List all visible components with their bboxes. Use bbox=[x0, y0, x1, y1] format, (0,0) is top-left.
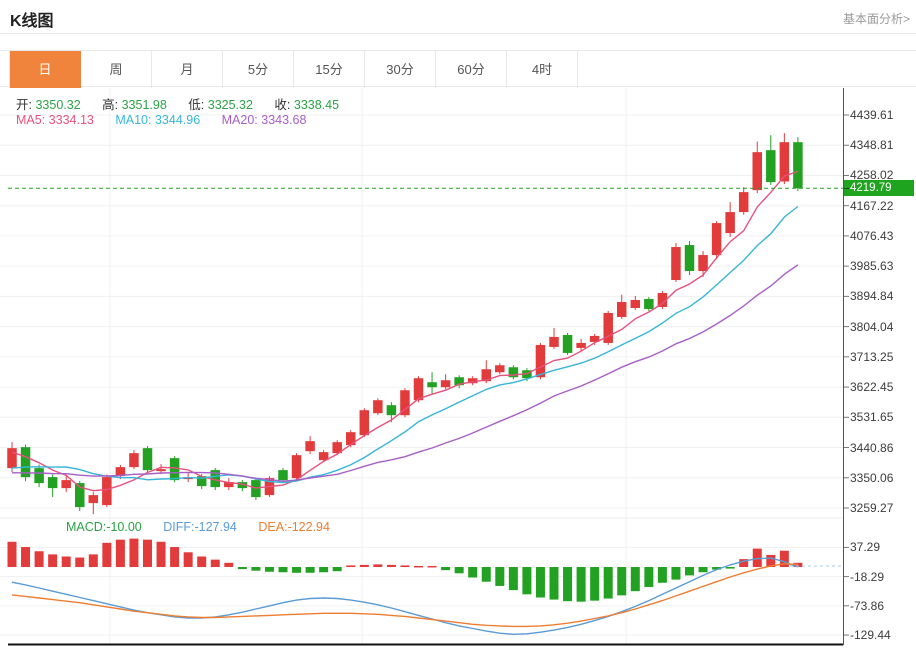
tab-interval-6[interactable]: 60分 bbox=[436, 51, 507, 88]
ma5-readout: MA5: 3334.13 bbox=[16, 113, 94, 127]
macd-axis-label: -73.86 bbox=[850, 598, 885, 613]
current-price-tag: 4219.79 bbox=[844, 180, 914, 197]
macd-value-readout: MACD:-10.00 bbox=[66, 520, 142, 534]
y-axis-label: 4439.61 bbox=[850, 108, 894, 122]
high-readout: 高: 3351.98 bbox=[102, 98, 167, 112]
macd-axis-label: -129.44 bbox=[850, 628, 891, 643]
tab-interval-2[interactable]: 月 bbox=[152, 51, 223, 88]
y-axis-label: 3804.04 bbox=[850, 319, 894, 334]
close-readout: 收: 3338.45 bbox=[274, 98, 340, 112]
ma10-readout: MA10: 3344.96 bbox=[115, 113, 201, 127]
ohlc-readout: 开: 3350.32 高: 3351.98 低: 3325.32 收: 3338… bbox=[16, 94, 357, 113]
tab-interval-0[interactable]: 日 bbox=[9, 51, 81, 88]
macd-axis-label: -18.29 bbox=[850, 569, 885, 584]
tab-interval-7[interactable]: 4时 bbox=[507, 51, 578, 88]
y-axis-label: 3531.65 bbox=[850, 410, 894, 425]
interval-tabbar: 日周月 5分 15分 30分 60分 4时 bbox=[0, 50, 916, 88]
widget-header: K线图 基本面分析> bbox=[0, 0, 916, 34]
macd-axis-label: 37.29 bbox=[850, 540, 881, 555]
y-axis-label: 3713.25 bbox=[850, 349, 894, 364]
diff-value-readout: DIFF:-127.94 bbox=[163, 520, 237, 534]
open-readout: 开: 3350.32 bbox=[16, 98, 81, 112]
tab-interval-3[interactable]: 5分 bbox=[223, 51, 294, 88]
y-axis-label: 3894.84 bbox=[850, 289, 894, 304]
y-axis-label: 3259.27 bbox=[850, 500, 894, 515]
y-axis-label: 3350.06 bbox=[850, 470, 894, 485]
y-axis-label: 4258.02 bbox=[850, 168, 894, 183]
page-title: K线图 bbox=[10, 13, 54, 30]
ma20-readout: MA20: 3343.68 bbox=[221, 113, 307, 127]
tab-interval-4[interactable]: 15分 bbox=[294, 51, 365, 88]
ma-readout: MA5: 3334.13 MA10: 3344.96 MA20: 3343.68 bbox=[16, 113, 324, 127]
low-readout: 低: 3325.32 bbox=[188, 98, 253, 112]
y-axis-label: 3622.45 bbox=[850, 380, 894, 395]
tab-interval-1[interactable]: 周 bbox=[81, 51, 152, 88]
macd-readout: MACD:-10.00 DIFF:-127.94 DEA:-122.94 bbox=[66, 520, 348, 534]
y-axis-label: 4167.22 bbox=[850, 198, 894, 213]
tab-interval-5[interactable]: 30分 bbox=[365, 51, 436, 88]
dea-value-readout: DEA:-122.94 bbox=[258, 520, 330, 534]
y-axis-label: 3440.86 bbox=[850, 440, 894, 455]
y-axis-label: 3985.63 bbox=[850, 259, 894, 274]
y-axis-label: 4348.81 bbox=[850, 138, 894, 153]
y-axis-label: 4076.43 bbox=[850, 228, 894, 243]
fundamental-analysis-link[interactable]: 基本面分析> bbox=[842, 12, 910, 26]
